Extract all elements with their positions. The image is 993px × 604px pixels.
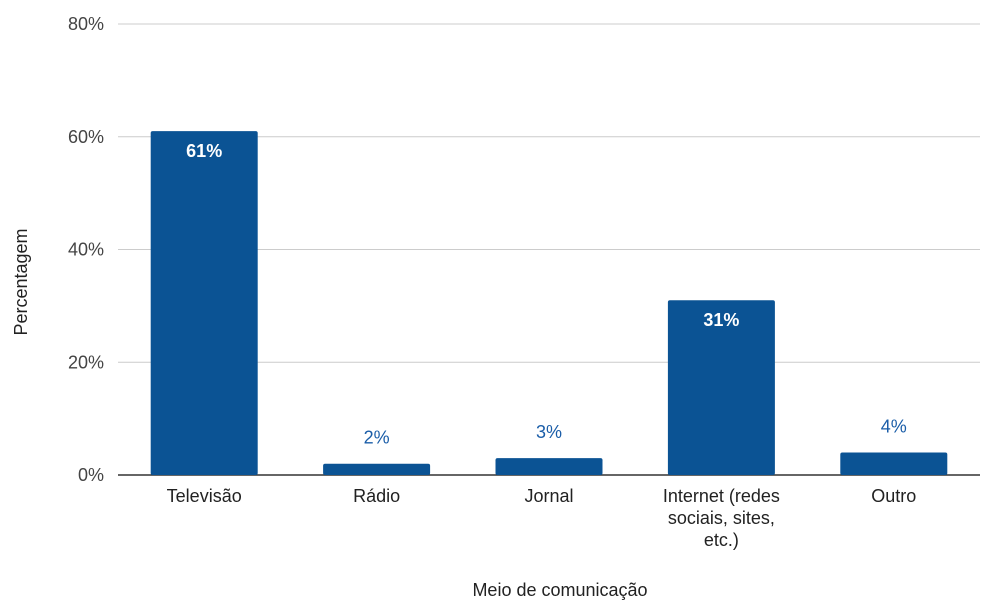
x-category-label-line: Rádio <box>353 486 400 506</box>
x-category-label-line: Outro <box>871 486 916 506</box>
data-label: 61% <box>186 141 222 161</box>
x-category-label: Televisão <box>167 486 242 506</box>
x-category-label-line: Internet (redes <box>663 486 780 506</box>
bar <box>323 463 431 475</box>
x-category-label: Rádio <box>353 486 400 506</box>
x-category-label-line: etc.) <box>704 530 739 550</box>
bar <box>495 458 603 475</box>
x-category-label: Outro <box>871 486 916 506</box>
y-tick-labels: 0% 20% 40% 60% 80% <box>68 14 104 485</box>
y-tick-label: 40% <box>68 240 104 260</box>
y-tick-label: 60% <box>68 127 104 147</box>
data-label: 3% <box>536 422 562 442</box>
x-axis-title: Meio de comunicação <box>472 580 647 600</box>
bars <box>150 131 948 476</box>
data-label: 2% <box>364 428 390 448</box>
y-tick-label: 80% <box>68 14 104 34</box>
x-category-labels: Televisão Rádio Jornal Internet (redes socia… <box>167 486 917 550</box>
bar <box>150 131 258 476</box>
x-category-label: Internet (redes sociais, sites, etc.) <box>663 486 780 550</box>
x-category-label-line: sociais, sites, <box>668 508 775 528</box>
x-category-label: Jornal <box>524 486 573 506</box>
bar <box>840 452 948 475</box>
y-axis-title: Percentagem <box>11 228 31 335</box>
y-tick-label: 0% <box>78 465 104 485</box>
x-category-label-line: Jornal <box>524 486 573 506</box>
data-label: 4% <box>881 416 907 436</box>
data-label: 31% <box>703 310 739 330</box>
data-labels: 61% 2% 3% 31% 4% <box>186 141 907 448</box>
bar <box>667 300 775 475</box>
x-category-label-line: Televisão <box>167 486 242 506</box>
y-tick-label: 20% <box>68 352 104 372</box>
